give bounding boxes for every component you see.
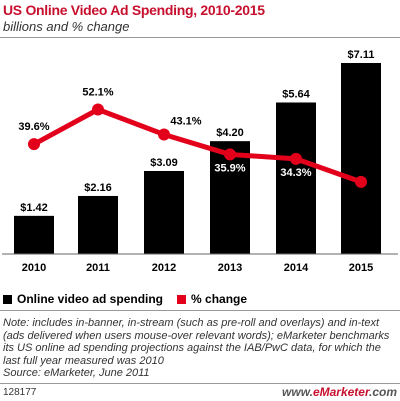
change-point-2015: [355, 175, 367, 188]
bar-label-2015: $7.11: [348, 49, 375, 61]
bars-group: [14, 63, 381, 255]
brand-prefix: www.: [282, 385, 313, 399]
bar-labels-group: $1.42 $2.16 $3.09 $4.20 $5.64 $7.11: [20, 49, 374, 214]
legend-swatch-spending: [3, 294, 12, 304]
x-tick-2015: 2015: [349, 262, 373, 274]
bar-label-2011: $2.16: [84, 182, 112, 194]
note-text: Note: includes in-banner, in-stream (suc…: [3, 317, 390, 367]
change-label-2015: 26.0%: [345, 190, 376, 202]
legend-label-change: % change: [191, 292, 248, 306]
footer-divider: [0, 383, 400, 384]
change-label-2013: 35.9%: [214, 162, 245, 174]
x-tick-2011: 2011: [86, 262, 110, 274]
change-label-2010: 39.6%: [18, 121, 49, 133]
line-labels-group: 39.6% 52.1% 43.1% 35.9% 34.3% 26.0%: [18, 87, 376, 202]
legend-item-change: % change: [177, 292, 247, 306]
change-line: [31, 107, 364, 185]
x-tick-2013: 2013: [218, 262, 242, 274]
source-text: Source: eMarketer, June 2011: [3, 367, 150, 379]
legend: Online video ad spending % change: [3, 292, 261, 306]
header-divider: [0, 37, 400, 38]
bar-label-2010: $1.42: [20, 202, 48, 214]
bar-2014: [276, 102, 316, 255]
change-label-2011: 52.1%: [82, 87, 113, 99]
bar-2010: [14, 215, 54, 254]
legend-divider: [0, 310, 400, 311]
change-point-2011: [92, 103, 104, 116]
emarketer-logo: www.eMarketer.com: [282, 385, 397, 399]
bar-label-2013: $4.20: [216, 127, 244, 139]
x-tick-2014: 2014: [284, 262, 309, 274]
change-point-2012: [158, 128, 170, 141]
change-point-2014: [290, 152, 302, 165]
x-tick-2010: 2010: [22, 262, 46, 274]
chart-subtitle: billions and % change: [3, 19, 130, 34]
change-point-2013: [224, 148, 236, 161]
change-line-group: [28, 103, 367, 188]
brand-main: eMarketer: [312, 385, 369, 399]
brand-suffix: .com: [368, 385, 397, 399]
bar-2015: [341, 63, 381, 254]
bar-2012: [144, 170, 184, 254]
chart-area: $1.42 $2.16 $3.09 $4.20 $5.64 $7.11 39.6% 52.1…: [2, 49, 398, 274]
bar-label-2014: $5.64: [282, 88, 310, 100]
footnote: Note: includes in-banner, in-stream (suc…: [3, 317, 395, 380]
chart-title: US Online Video Ad Spending, 2010-2015: [3, 2, 265, 18]
x-tick-labels-group: 2010 2011 2012 2013 2014 2015: [22, 262, 373, 274]
change-label-2012: 43.1%: [170, 115, 201, 127]
legend-label-spending: Online video ad spending: [17, 292, 164, 306]
change-label-2014: 34.3%: [280, 167, 311, 179]
bar-label-2012: $3.09: [150, 157, 178, 169]
legend-item-spending: Online video ad spending: [3, 292, 163, 306]
chart-id: 128177: [3, 387, 37, 398]
legend-swatch-change: [177, 294, 187, 304]
change-point-2010: [28, 138, 40, 151]
bar-2011: [78, 195, 118, 254]
x-tick-2012: 2012: [152, 262, 176, 274]
